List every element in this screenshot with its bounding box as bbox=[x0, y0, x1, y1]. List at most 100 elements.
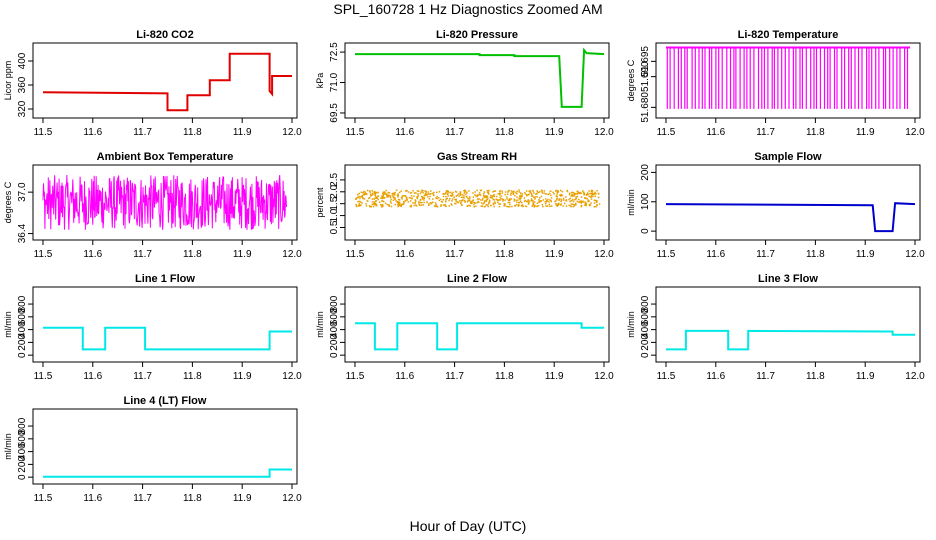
x-tick-label: 11.6 bbox=[83, 493, 102, 504]
series-line bbox=[666, 329, 915, 351]
x-tick-label: 11.7 bbox=[756, 127, 775, 138]
x-tick-label: 11.7 bbox=[756, 371, 775, 382]
x-axis: 11.5 11.6 11.7 11.8 11.9 12.0 bbox=[346, 362, 614, 382]
x-tick-label: 11.5 bbox=[34, 493, 53, 504]
series-3 bbox=[665, 46, 911, 109]
series-4 bbox=[42, 174, 287, 230]
y-tick-label: 600 bbox=[640, 308, 651, 325]
x-tick-label: 11.9 bbox=[233, 127, 252, 138]
x-tick-label: 12.0 bbox=[282, 493, 302, 504]
y-axis: 36.4 37.0 bbox=[17, 182, 33, 243]
y-tick-label: 37.0 bbox=[17, 182, 28, 202]
plot-frame bbox=[344, 286, 610, 363]
x-tick-label: 11.8 bbox=[495, 127, 514, 138]
y-tick-label: 51.680 bbox=[640, 92, 651, 123]
x-tick-label: 11.6 bbox=[706, 371, 725, 382]
x-tick-label: 11.9 bbox=[233, 249, 252, 260]
plot-frame bbox=[655, 42, 921, 119]
y-tick-label: 2.5 bbox=[329, 173, 340, 187]
panel-3: Li-820 Temperature 11.5 11.6 11.7 11.8 11.9 12… bbox=[626, 29, 925, 138]
x-tick-label: 11.5 bbox=[657, 371, 676, 382]
x-axis: 11.5 11.6 11.7 11.8 11.9 12.0 bbox=[34, 362, 302, 382]
x-tick-label: 11.8 bbox=[495, 371, 514, 382]
x-tick-label: 11.7 bbox=[445, 249, 464, 260]
y-tick-label: 400 bbox=[17, 443, 28, 460]
y-axis-label: degrees C bbox=[3, 181, 13, 223]
plot-frame bbox=[32, 286, 298, 363]
y-tick-label: 36.4 bbox=[17, 223, 28, 243]
panel-1: Li-820 CO2 11.5 11.6 11.7 11.8 11.9 12.0 320 360… bbox=[3, 29, 302, 138]
x-axis: 11.5 11.6 11.7 11.8 11.9 12.0 bbox=[34, 240, 302, 260]
x-tick-label: 11.9 bbox=[856, 127, 875, 138]
y-tick-label: 200 bbox=[640, 334, 651, 351]
x-tick-label: 11.7 bbox=[445, 371, 464, 382]
plot-frame bbox=[655, 164, 921, 241]
y-axis-label: ml/min bbox=[3, 311, 13, 338]
y-tick-label: 800 bbox=[17, 295, 28, 312]
y-tick-label: 400 bbox=[640, 321, 651, 338]
series-line bbox=[42, 52, 292, 112]
x-tick-label: 11.5 bbox=[34, 371, 53, 382]
x-axis: 11.5 11.6 11.7 11.8 11.9 12.0 bbox=[346, 240, 614, 260]
y-tick-label: 51.695 bbox=[640, 46, 651, 77]
x-tick-label: 12.0 bbox=[594, 127, 614, 138]
panel-title: Li-820 Pressure bbox=[436, 29, 518, 41]
x-tick-label: 11.9 bbox=[545, 371, 564, 382]
y-tick-label: 600 bbox=[17, 430, 28, 447]
panel-6: Sample Flow 11.5 11.6 11.7 11.8 11.9 12.0 0 100 2… bbox=[626, 151, 925, 260]
series-10 bbox=[43, 468, 292, 478]
panel-9: Line 3 Flow 11.5 11.6 11.7 11.8 11.9 12.0 02004… bbox=[626, 273, 925, 382]
panel-title: Sample Flow bbox=[754, 151, 822, 163]
x-tick-label: 11.7 bbox=[133, 127, 152, 138]
x-axis: 11.5 11.6 11.7 11.8 11.9 12.0 bbox=[657, 240, 925, 260]
y-axis: 0 100 200 bbox=[640, 164, 656, 234]
y-tick-label: 600 bbox=[17, 308, 28, 325]
x-tick-label: 11.5 bbox=[346, 249, 365, 260]
x-tick-label: 11.9 bbox=[856, 249, 875, 260]
plot-frame bbox=[344, 164, 610, 241]
y-tick-label: 200 bbox=[640, 164, 651, 181]
panel-title: Line 4 (LT) Flow bbox=[124, 395, 207, 407]
x-tick-label: 11.9 bbox=[856, 371, 875, 382]
x-tick-label: 11.5 bbox=[34, 249, 53, 260]
x-axis: 11.5 11.6 11.7 11.8 11.9 12.0 bbox=[34, 484, 302, 504]
y-tick-label: 71.0 bbox=[329, 72, 340, 92]
y-tick-label: 800 bbox=[329, 295, 340, 312]
y-tick-label: 0 bbox=[329, 352, 340, 358]
x-tick-label: 11.7 bbox=[133, 249, 152, 260]
plot-frame bbox=[655, 286, 921, 363]
x-tick-label: 11.8 bbox=[806, 127, 825, 138]
y-tick-label: 0 bbox=[640, 352, 651, 358]
y-tick-label: 51.690 bbox=[640, 61, 651, 92]
panel-2: Li-820 Pressure 11.5 11.6 11.7 11.8 11.9 12.0 6… bbox=[315, 29, 614, 138]
x-tick-label: 12.0 bbox=[905, 249, 925, 260]
series-line bbox=[42, 174, 287, 230]
plot-frame bbox=[344, 42, 610, 119]
y-tick-label: 0 bbox=[17, 474, 28, 480]
x-axis: 11.5 11.6 11.7 11.8 11.9 12.0 bbox=[657, 362, 925, 382]
x-tick-label: 12.0 bbox=[905, 127, 925, 138]
x-tick-label: 11.8 bbox=[183, 371, 202, 382]
panel-title: Li-820 Temperature bbox=[738, 29, 839, 41]
panel-title: Gas Stream RH bbox=[437, 151, 517, 163]
x-tick-label: 11.8 bbox=[183, 249, 202, 260]
panel-5: Gas Stream RH 11.5 11.6 11.7 11.8 11.9 12.0 0.5… bbox=[315, 151, 614, 260]
x-tick-label: 11.6 bbox=[83, 127, 102, 138]
x-tick-label: 11.6 bbox=[83, 249, 102, 260]
y-axis-label: degrees C bbox=[626, 59, 636, 101]
x-tick-label: 11.9 bbox=[233, 371, 252, 382]
x-tick-label: 11.8 bbox=[806, 249, 825, 260]
panel-8: Line 2 Flow 11.5 11.6 11.7 11.8 11.9 12.0 02004… bbox=[315, 273, 614, 382]
y-axis-label: ml/min bbox=[626, 189, 636, 216]
y-tick-label: 400 bbox=[329, 321, 340, 338]
x-tick-label: 11.7 bbox=[756, 249, 775, 260]
x-tick-label: 11.5 bbox=[346, 371, 365, 382]
x-tick-label: 11.5 bbox=[346, 127, 365, 138]
panel-7: Line 1 Flow 11.5 11.6 11.7 11.8 11.9 12.0 02004… bbox=[3, 273, 302, 382]
